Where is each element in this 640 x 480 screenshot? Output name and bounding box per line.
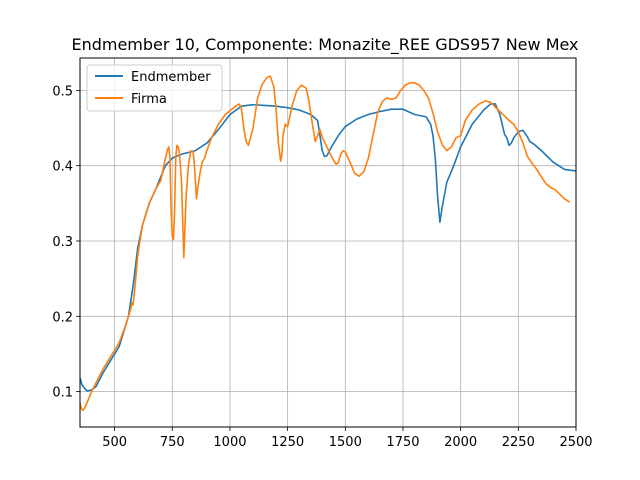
legend-label-firma: Firma bbox=[131, 92, 167, 107]
x-tick-label: 750 bbox=[160, 435, 185, 450]
x-tick-label: 1500 bbox=[329, 435, 362, 450]
x-tick-label: 500 bbox=[102, 435, 127, 450]
x-tick-label: 1000 bbox=[213, 435, 246, 450]
series-layer bbox=[80, 75, 576, 412]
x-tick-label: 2250 bbox=[502, 435, 535, 450]
y-tick-label: 0.5 bbox=[52, 84, 73, 99]
plot-frame bbox=[79, 57, 577, 428]
y-tick-label: 0.2 bbox=[52, 310, 73, 325]
x-tick-label: 2000 bbox=[444, 435, 477, 450]
series-line-firma bbox=[80, 75, 570, 412]
legend-label-endmember: Endmember bbox=[131, 70, 211, 85]
axis-ticks: 500 750 1000 1250 1500 1750 2000 2250 2500 0.1 0.2… bbox=[52, 84, 592, 450]
y-tick-label: 0.3 bbox=[52, 235, 73, 250]
y-tick-label: 0.4 bbox=[52, 160, 73, 175]
grid bbox=[80, 58, 577, 427]
x-tick-label: 1250 bbox=[271, 435, 304, 450]
x-tick-label: 2500 bbox=[559, 435, 592, 450]
x-tick-label: 1750 bbox=[386, 435, 419, 450]
legend: Endmember Firma bbox=[86, 64, 223, 112]
chart-title: Endmember 10, Componente: Monazite_REE G… bbox=[71, 35, 578, 55]
y-tick-label: 0.1 bbox=[52, 386, 73, 401]
plot-area bbox=[80, 58, 576, 427]
